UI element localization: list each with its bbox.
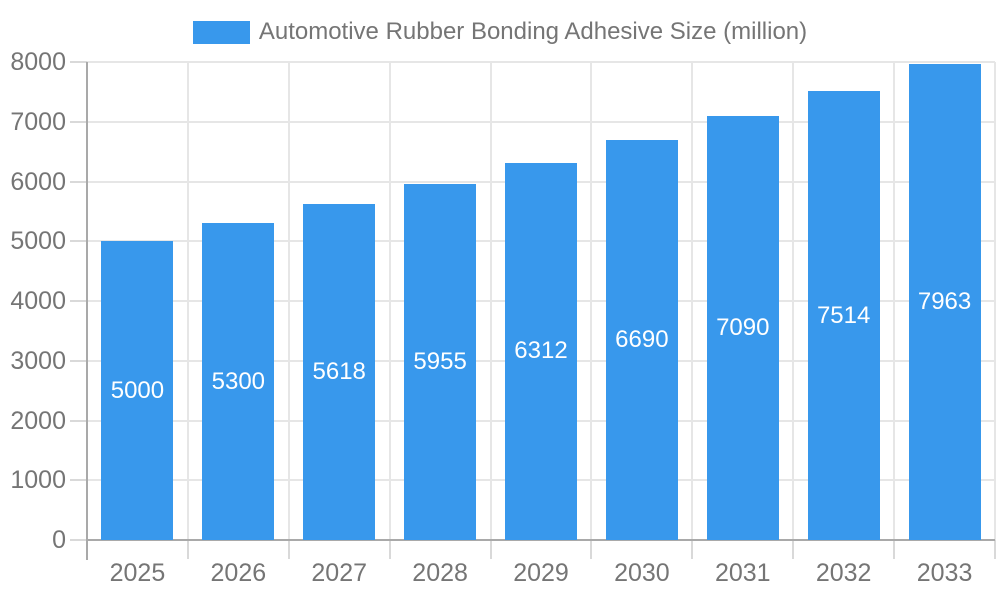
y-tick bbox=[70, 419, 87, 422]
bar-value-label: 6690 bbox=[615, 326, 669, 354]
x-gridline bbox=[590, 62, 593, 540]
x-gridline bbox=[994, 62, 996, 540]
y-gridline bbox=[87, 120, 995, 123]
y-tick bbox=[70, 120, 87, 123]
x-tick bbox=[489, 540, 492, 559]
x-tick-label: 2025 bbox=[109, 559, 166, 587]
x-tick-label: 2029 bbox=[513, 559, 569, 587]
bar-value-label: 7963 bbox=[917, 288, 972, 316]
y-tick-label: 7000 bbox=[10, 107, 66, 136]
x-tick bbox=[792, 540, 795, 559]
x-tick-label: 2026 bbox=[210, 559, 267, 587]
x-axis-line bbox=[87, 539, 995, 541]
y-tick bbox=[70, 539, 87, 541]
x-tick bbox=[590, 540, 593, 559]
y-tick-label: 3000 bbox=[10, 346, 66, 375]
bar bbox=[706, 116, 779, 540]
x-tick bbox=[388, 540, 391, 559]
y-tick-label: 8000 bbox=[10, 48, 66, 76]
bar bbox=[202, 223, 275, 540]
x-gridline bbox=[186, 62, 189, 540]
y-tick-label: 5000 bbox=[10, 227, 66, 256]
x-gridline bbox=[388, 62, 391, 540]
x-tick bbox=[287, 540, 290, 559]
x-gridline bbox=[287, 62, 290, 540]
y-tick-label: 4000 bbox=[10, 287, 66, 315]
x-tick-label: 2032 bbox=[815, 559, 872, 587]
x-tick bbox=[994, 540, 996, 559]
y-tick-label: 2000 bbox=[10, 406, 66, 435]
y-tick-label: 0 bbox=[52, 526, 66, 554]
bar bbox=[404, 184, 477, 540]
y-axis-line bbox=[86, 62, 88, 560]
y-tick bbox=[70, 180, 87, 183]
y-gridline bbox=[87, 61, 995, 63]
y-tick-label: 6000 bbox=[10, 167, 66, 196]
bar bbox=[908, 64, 981, 540]
x-tick bbox=[893, 540, 896, 559]
legend-swatch-icon bbox=[192, 20, 250, 44]
bar-value-label: 7090 bbox=[716, 314, 770, 342]
x-tick bbox=[186, 540, 189, 559]
y-tick bbox=[70, 240, 87, 243]
bar bbox=[505, 162, 577, 540]
x-tick-label: 2027 bbox=[311, 559, 368, 587]
y-tick bbox=[70, 300, 87, 302]
y-tick bbox=[70, 61, 87, 63]
y-tick-label: 1000 bbox=[10, 466, 66, 495]
bar bbox=[303, 204, 376, 540]
bar bbox=[605, 140, 678, 540]
x-tick-label: 2030 bbox=[614, 559, 670, 587]
bar bbox=[101, 241, 174, 540]
x-tick-label: 2033 bbox=[916, 559, 973, 587]
legend-label: Automotive Rubber Bonding Adhesive Size … bbox=[258, 18, 808, 45]
bar-value-label: 5300 bbox=[211, 367, 266, 395]
bar-value-label: 7514 bbox=[816, 301, 871, 329]
y-tick bbox=[70, 359, 87, 362]
bar bbox=[807, 91, 880, 540]
y-tick bbox=[70, 479, 87, 482]
x-tick-label: 2028 bbox=[412, 559, 468, 587]
x-gridline bbox=[489, 62, 492, 540]
x-tick-label: 2031 bbox=[714, 559, 771, 587]
chart-legend: Automotive Rubber Bonding Adhesive Size … bbox=[0, 18, 1000, 46]
bar-value-label: 5000 bbox=[110, 376, 165, 404]
x-tick bbox=[691, 540, 694, 559]
bar-value-label: 6312 bbox=[514, 337, 568, 365]
bar-value-label: 5618 bbox=[312, 358, 366, 386]
x-gridline bbox=[691, 62, 694, 540]
x-gridline bbox=[893, 62, 896, 540]
x-gridline bbox=[792, 62, 795, 540]
bar-value-label: 5955 bbox=[413, 348, 467, 376]
